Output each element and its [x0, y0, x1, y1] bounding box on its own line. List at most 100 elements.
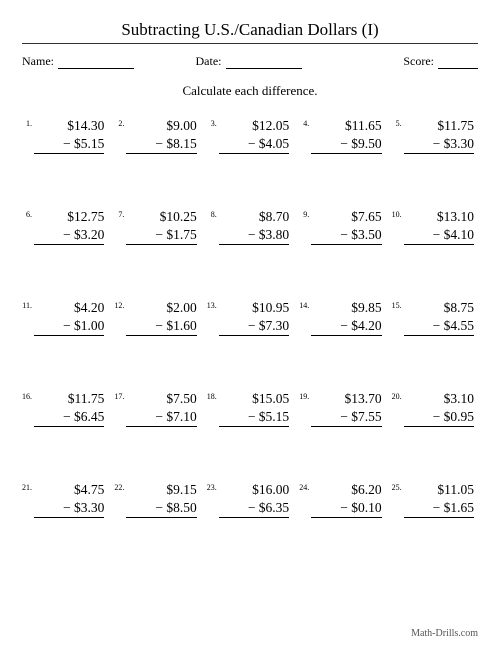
- problem: 7.$10.25− $1.75: [114, 208, 200, 245]
- problem-stack: $16.00− $6.35: [219, 481, 293, 518]
- subtrahend: − $8.50: [126, 499, 196, 519]
- problem-grid: 1.$14.30− $5.152.$9.00− $8.153.$12.05− $…: [22, 117, 478, 518]
- subtrahend: − $6.35: [219, 499, 289, 519]
- minuend: $10.25: [126, 208, 196, 226]
- minuend: $2.00: [126, 299, 196, 317]
- instruction-text: Calculate each difference.: [22, 83, 478, 99]
- name-blank[interactable]: [58, 57, 134, 69]
- name-field: Name:: [22, 54, 186, 69]
- problem-stack: $2.00− $1.60: [126, 299, 200, 336]
- minuend: $7.65: [311, 208, 381, 226]
- problem: 14.$9.85− $4.20: [299, 299, 385, 336]
- problem: 2.$9.00− $8.15: [114, 117, 200, 154]
- minuend: $14.30: [34, 117, 104, 135]
- problem-number: 7.: [114, 208, 126, 219]
- problem: 13.$10.95− $7.30: [207, 299, 293, 336]
- minuend: $10.95: [219, 299, 289, 317]
- problem-number: 24.: [299, 481, 311, 492]
- minuend: $11.75: [34, 390, 104, 408]
- problem-number: 14.: [299, 299, 311, 310]
- problem-stack: $8.75− $4.55: [404, 299, 478, 336]
- minuend: $9.85: [311, 299, 381, 317]
- minuend: $16.00: [219, 481, 289, 499]
- problem: 3.$12.05− $4.05: [207, 117, 293, 154]
- minuend: $7.50: [126, 390, 196, 408]
- problem: 19.$13.70− $7.55: [299, 390, 385, 427]
- subtrahend: − $3.20: [34, 226, 104, 246]
- problem-number: 5.: [392, 117, 404, 128]
- score-label: Score:: [403, 54, 434, 69]
- problem-number: 8.: [207, 208, 219, 219]
- problem: 18.$15.05− $5.15: [207, 390, 293, 427]
- problem-stack: $12.75− $3.20: [34, 208, 108, 245]
- name-label: Name:: [22, 54, 54, 69]
- problem-stack: $6.20− $0.10: [311, 481, 385, 518]
- problem: 5.$11.75− $3.30: [392, 117, 478, 154]
- problem-stack: $9.15− $8.50: [126, 481, 200, 518]
- subtrahend: − $1.60: [126, 317, 196, 337]
- subtrahend: − $8.15: [126, 135, 196, 155]
- problem: 9.$7.65− $3.50: [299, 208, 385, 245]
- subtrahend: − $5.15: [219, 408, 289, 428]
- minuend: $13.70: [311, 390, 381, 408]
- problem-number: 9.: [299, 208, 311, 219]
- problem-number: 11.: [22, 299, 34, 310]
- problem-stack: $4.20− $1.00: [34, 299, 108, 336]
- problem-stack: $9.85− $4.20: [311, 299, 385, 336]
- problem-number: 17.: [114, 390, 126, 401]
- problem-number: 1.: [22, 117, 34, 128]
- minuend: $9.15: [126, 481, 196, 499]
- problem: 4.$11.65− $9.50: [299, 117, 385, 154]
- worksheet-page: Subtracting U.S./Canadian Dollars (I) Na…: [0, 0, 500, 647]
- score-field: Score:: [369, 54, 478, 69]
- problem-number: 19.: [299, 390, 311, 401]
- problem-stack: $8.70− $3.80: [219, 208, 293, 245]
- date-field: Date:: [196, 54, 360, 69]
- problem: 10.$13.10− $4.10: [392, 208, 478, 245]
- problem-stack: $11.65− $9.50: [311, 117, 385, 154]
- minuend: $9.00: [126, 117, 196, 135]
- minuend: $15.05: [219, 390, 289, 408]
- subtrahend: − $0.10: [311, 499, 381, 519]
- problem-number: 22.: [114, 481, 126, 492]
- minuend: $3.10: [404, 390, 474, 408]
- problem-stack: $15.05− $5.15: [219, 390, 293, 427]
- subtrahend: − $1.75: [126, 226, 196, 246]
- problem-number: 18.: [207, 390, 219, 401]
- problem-number: 6.: [22, 208, 34, 219]
- score-blank[interactable]: [438, 57, 478, 69]
- problem-stack: $4.75− $3.30: [34, 481, 108, 518]
- problem: 8.$8.70− $3.80: [207, 208, 293, 245]
- date-label: Date:: [196, 54, 222, 69]
- problem-stack: $13.10− $4.10: [404, 208, 478, 245]
- minuend: $8.70: [219, 208, 289, 226]
- minuend: $4.75: [34, 481, 104, 499]
- subtrahend: − $0.95: [404, 408, 474, 428]
- problem-stack: $3.10− $0.95: [404, 390, 478, 427]
- problem: 20.$3.10− $0.95: [392, 390, 478, 427]
- problem: 15.$8.75− $4.55: [392, 299, 478, 336]
- minuend: $12.05: [219, 117, 289, 135]
- problem-stack: $11.05− $1.65: [404, 481, 478, 518]
- subtrahend: − $4.55: [404, 317, 474, 337]
- problem-stack: $9.00− $8.15: [126, 117, 200, 154]
- header-row: Name: Date: Score:: [22, 54, 478, 69]
- problem: 21.$4.75− $3.30: [22, 481, 108, 518]
- problem-stack: $10.95− $7.30: [219, 299, 293, 336]
- title-rule: [22, 43, 478, 44]
- problem-number: 12.: [114, 299, 126, 310]
- subtrahend: − $6.45: [34, 408, 104, 428]
- problem: 11.$4.20− $1.00: [22, 299, 108, 336]
- subtrahend: − $7.10: [126, 408, 196, 428]
- problem: 6.$12.75− $3.20: [22, 208, 108, 245]
- page-title: Subtracting U.S./Canadian Dollars (I): [22, 20, 478, 40]
- problem: 22.$9.15− $8.50: [114, 481, 200, 518]
- problem-stack: $13.70− $7.55: [311, 390, 385, 427]
- minuend: $11.05: [404, 481, 474, 499]
- subtrahend: − $7.30: [219, 317, 289, 337]
- footer-credit: Math-Drills.com: [411, 628, 478, 639]
- date-blank[interactable]: [226, 57, 302, 69]
- problem-stack: $14.30− $5.15: [34, 117, 108, 154]
- problem-stack: $11.75− $3.30: [404, 117, 478, 154]
- subtrahend: − $3.50: [311, 226, 381, 246]
